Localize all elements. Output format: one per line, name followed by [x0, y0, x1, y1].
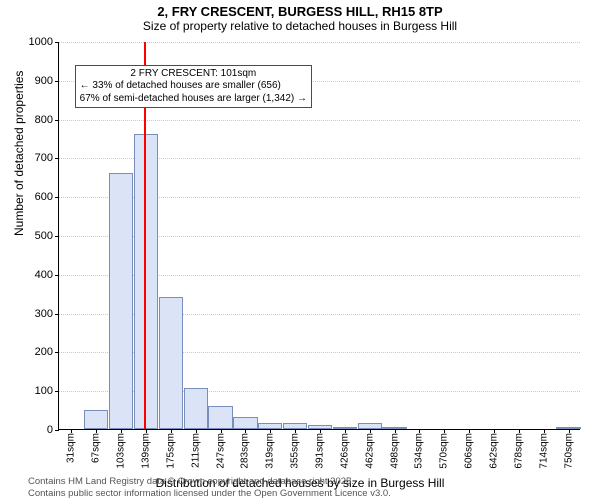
xtick-label: 750sqm [563, 429, 574, 469]
xtick-label: 103sqm [116, 429, 127, 469]
ytick-label: 0 [47, 424, 59, 436]
xtick-label: 570sqm [439, 429, 450, 469]
footer-line: Contains public sector information licen… [28, 488, 391, 500]
xtick-label: 283sqm [240, 429, 251, 469]
xtick-label: 498sqm [389, 429, 400, 469]
xtick-label: 67sqm [91, 429, 102, 463]
xtick-label: 606sqm [464, 429, 475, 469]
xtick-label: 139sqm [141, 429, 152, 469]
histogram-bar [233, 417, 257, 429]
xtick-label: 175sqm [165, 429, 176, 469]
xtick-label: 462sqm [364, 429, 375, 469]
xtick-label: 426sqm [339, 429, 350, 469]
ytick-label: 200 [35, 346, 59, 358]
xtick-label: 211sqm [190, 429, 201, 468]
xtick-label: 714sqm [538, 429, 549, 469]
ytick-label: 700 [35, 152, 59, 164]
ytick-label: 100 [35, 385, 59, 397]
footer-line: Contains HM Land Registry data © Crown c… [28, 476, 391, 488]
histogram-bar [208, 406, 232, 429]
chart-title-block: 2, FRY CRESCENT, BURGESS HILL, RH15 8TP … [0, 0, 600, 33]
attribution-footer: Contains HM Land Registry data © Crown c… [28, 476, 391, 500]
ytick-label: 400 [35, 269, 59, 281]
ytick-label: 300 [35, 308, 59, 320]
histogram-bar [84, 410, 108, 429]
annotation-line: 2 FRY CRESCENT: 101sqm [80, 68, 307, 81]
ytick-label: 1000 [29, 36, 59, 48]
annotation-line: 67% of semi-detached houses are larger (… [80, 93, 307, 106]
histogram-bar [134, 134, 158, 429]
y-axis-label: Number of detached properties [12, 71, 26, 236]
xtick-label: 534sqm [414, 429, 425, 469]
annotation-box: 2 FRY CRESCENT: 101sqm← 33% of detached … [75, 65, 312, 109]
histogram-bar [109, 173, 133, 429]
chart-area: 0100200300400500600700800900100031sqm67s… [58, 42, 580, 430]
plot-area: 0100200300400500600700800900100031sqm67s… [58, 42, 580, 430]
xtick-label: 642sqm [489, 429, 500, 469]
ytick-label: 600 [35, 191, 59, 203]
xtick-label: 31sqm [66, 429, 77, 463]
ytick-label: 500 [35, 230, 59, 242]
chart-title-sub: Size of property relative to detached ho… [0, 19, 600, 33]
xtick-label: 678sqm [513, 429, 524, 469]
xtick-label: 247sqm [215, 429, 226, 469]
xtick-label: 391sqm [315, 429, 326, 469]
chart-title-main: 2, FRY CRESCENT, BURGESS HILL, RH15 8TP [0, 4, 600, 19]
xtick-label: 319sqm [265, 429, 276, 469]
ytick-label: 900 [35, 75, 59, 87]
ytick-label: 800 [35, 114, 59, 126]
histogram-bar [159, 297, 183, 429]
gridline [59, 120, 580, 121]
annotation-line: ← 33% of detached houses are smaller (65… [80, 80, 307, 93]
gridline [59, 42, 580, 43]
xtick-label: 355sqm [290, 429, 301, 469]
histogram-bar [184, 388, 208, 429]
